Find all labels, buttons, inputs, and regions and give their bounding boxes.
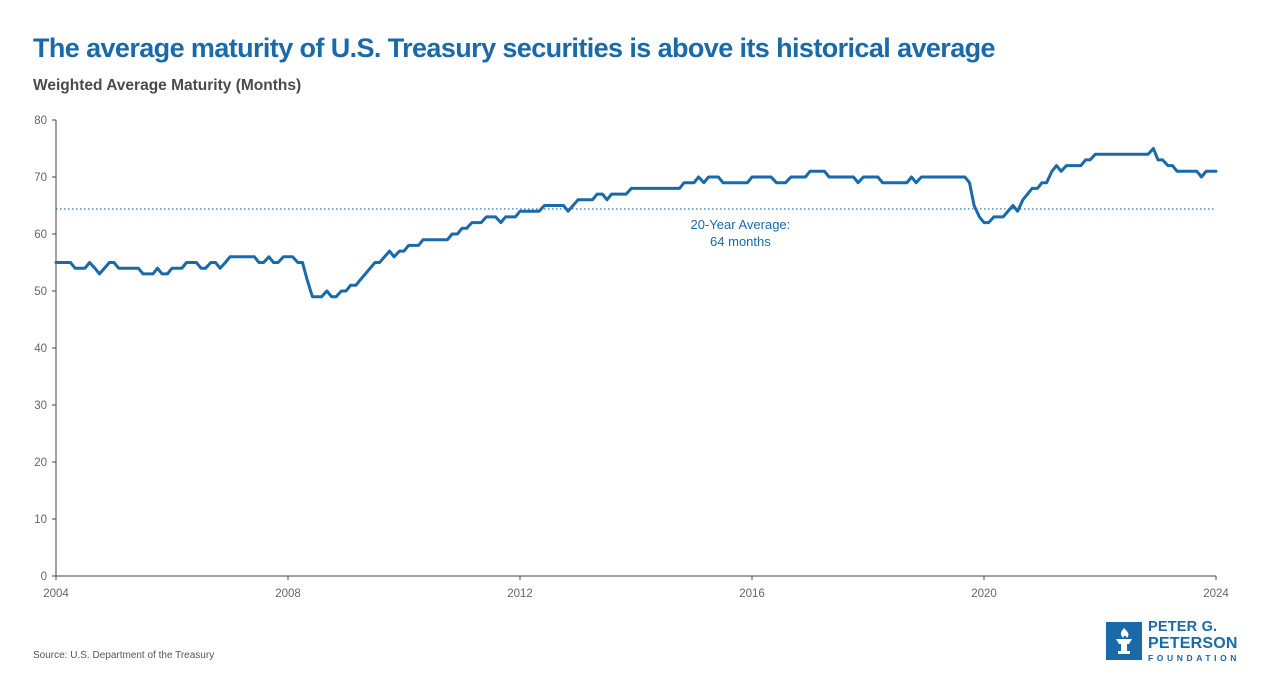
- logo-text-line3: FOUNDATION: [1148, 652, 1241, 663]
- logo-text-line2: PETERSON: [1148, 634, 1238, 652]
- average-label-line2: 64 months: [710, 234, 771, 249]
- y-tick-label: 80: [34, 115, 47, 127]
- x-tick-label: 2016: [739, 588, 765, 600]
- y-tick-label: 40: [34, 343, 47, 355]
- y-tick-label: 20: [34, 457, 47, 469]
- y-tick-label: 60: [34, 229, 47, 241]
- x-tick-label: 2004: [43, 588, 69, 600]
- y-tick-label: 70: [34, 172, 47, 184]
- x-tick-label: 2012: [507, 588, 533, 600]
- torch-icon: [1106, 622, 1142, 660]
- y-tick-label: 30: [34, 400, 47, 412]
- chart-title: The average maturity of U.S. Treasury se…: [33, 33, 996, 63]
- x-axis-ticks: 2004 2008 2012 2016 2020 2024: [43, 576, 1229, 600]
- y-axis-ticks: 0 10 20 30 40 50 60 70 80: [34, 115, 56, 583]
- y-tick-label: 50: [34, 286, 47, 298]
- source-note: Source: U.S. Department of the Treasury: [33, 650, 215, 661]
- y-tick-label: 10: [34, 514, 47, 526]
- series-line-average-maturity: [54, 147, 1218, 299]
- y-tick-label: 0: [41, 571, 47, 583]
- x-tick-label: 2008: [275, 588, 301, 600]
- average-label-line1: 20-Year Average:: [691, 217, 791, 232]
- logo-text-line1: PETER G.: [1148, 619, 1218, 635]
- x-tick-label: 2024: [1203, 588, 1229, 600]
- peterson-foundation-logo: PETER G. PETERSON FOUNDATION: [1106, 620, 1240, 662]
- chart-subtitle: Weighted Average Maturity (Months): [33, 77, 302, 94]
- x-tick-label: 2020: [971, 588, 997, 600]
